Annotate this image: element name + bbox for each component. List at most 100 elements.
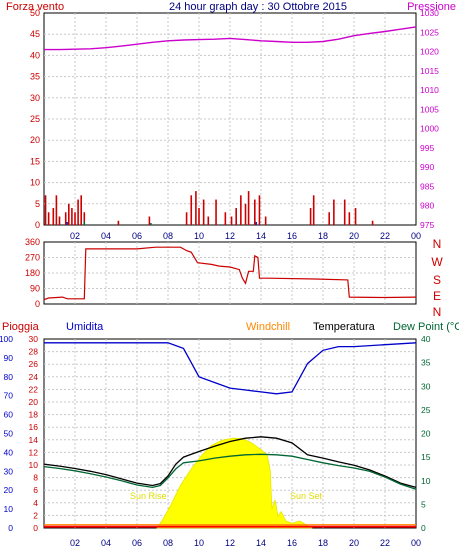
direction-tick-label: 270 <box>25 253 40 263</box>
x-tick-label-p3: 10 <box>194 538 204 548</box>
x-tick-label-p3: 04 <box>101 538 111 548</box>
wind-tick-label: 50 <box>30 8 40 18</box>
x-tick-label-p1: 10 <box>194 231 204 241</box>
direction-tick-label: 90 <box>30 284 40 294</box>
rain-tick-label: 4 <box>33 498 38 508</box>
dewpoint-label: Dew Point (°C <box>393 321 459 333</box>
pressure-tick-label: 1020 <box>420 47 439 57</box>
humidity-tick-label: 30 <box>4 466 14 476</box>
humidity-tick-label: 0 <box>8 523 13 533</box>
wind-tick-label: 0 <box>35 220 40 230</box>
pressure-tick-label: 1005 <box>420 104 439 114</box>
temperature-tick-label: 5 <box>421 499 426 509</box>
x-tick-label-p3: 08 <box>163 538 173 548</box>
wind-tick-label: 35 <box>30 72 40 82</box>
pressure-tick-label: 985 <box>420 181 434 191</box>
temperature-tick-label: 35 <box>421 358 431 368</box>
temperature-tick-label: 15 <box>421 452 431 462</box>
wind-tick-label: 30 <box>30 93 40 103</box>
wind-direction-line <box>43 246 417 301</box>
humidity-tick-label: 90 <box>4 353 14 363</box>
humidity-line <box>44 342 417 395</box>
rain-tick-label: 16 <box>29 422 39 432</box>
rain-tick-label: 14 <box>29 435 39 445</box>
x-tick-label-p1: 00 <box>411 231 421 241</box>
rain-tick-label: 6 <box>33 485 38 495</box>
temperature-tick-label: 40 <box>421 334 431 344</box>
rain-tick-label: 12 <box>29 447 39 457</box>
wind-tick-label: 40 <box>30 50 40 60</box>
x-tick-label-p3: 06 <box>132 538 142 548</box>
x-tick-label-p3: 14 <box>256 538 266 548</box>
rain-tick-label: 24 <box>29 372 39 382</box>
sunset-label: Sun Set <box>290 491 323 501</box>
x-tick-label-p3: 18 <box>318 538 328 548</box>
humidity-tick-label: 40 <box>4 447 14 457</box>
rain-tick-label: 2 <box>33 510 38 520</box>
humidity-tick-label: 20 <box>4 485 14 495</box>
wind-tick-label: 25 <box>30 114 40 124</box>
humidity-tick-label: 80 <box>4 372 14 382</box>
x-tick-label-p3: 12 <box>225 538 235 548</box>
x-tick-label-p1: 12 <box>225 231 235 241</box>
x-tick-label-p1: 02 <box>70 231 80 241</box>
temperature-tick-label: 20 <box>421 429 431 439</box>
wind-tick-label: 45 <box>30 29 40 39</box>
windchill-label: Windchill <box>246 321 290 333</box>
temperature-line <box>43 436 417 489</box>
temperature-tick-label: 30 <box>421 381 431 391</box>
pressure-tick-label: 1010 <box>420 85 439 95</box>
wind-axis-title: Forza vento <box>6 1 64 13</box>
pressure-tick-label: 1025 <box>420 27 439 37</box>
chart-title: 24 hour graph day : 30 Ottobre 2015 <box>169 1 347 13</box>
rain-tick-label: 0 <box>33 523 38 533</box>
x-tick-label-p1: 04 <box>101 231 111 241</box>
pressure-line <box>44 26 417 51</box>
pressure-tick-label: 975 <box>420 220 434 230</box>
dewpoint-line <box>43 453 417 490</box>
x-tick-label-p3: 02 <box>70 538 80 548</box>
humidity-tick-label: 50 <box>4 429 14 439</box>
humidity-tick-label: 60 <box>4 410 14 420</box>
x-tick-label-p1: 16 <box>287 231 297 241</box>
rain-label: Pioggia <box>2 321 40 333</box>
rain-tick-label: 26 <box>29 359 39 369</box>
temperature-tick-label: 25 <box>421 405 431 415</box>
pressure-tick-label: 1030 <box>420 8 439 18</box>
x-tick-label-p3: 22 <box>380 538 390 548</box>
humidity-tick-label: 100 <box>0 334 13 344</box>
compass-label-s: S <box>433 273 441 287</box>
x-tick-label-p1: 14 <box>256 231 266 241</box>
rain-tick-label: 20 <box>29 397 39 407</box>
rain-tick-label: 28 <box>29 347 39 357</box>
x-tick-label-p1: 22 <box>380 231 390 241</box>
x-tick-label-p1: 08 <box>163 231 173 241</box>
x-tick-label-p3: 20 <box>349 538 359 548</box>
x-tick-label-p1: 20 <box>349 231 359 241</box>
direction-tick-label: 0 <box>35 299 40 309</box>
temperature-label: Temperatura <box>313 321 376 333</box>
rain-tick-label: 22 <box>29 384 39 394</box>
pressure-tick-label: 1000 <box>420 124 439 134</box>
wind-tick-label: 10 <box>30 178 40 188</box>
x-tick-label-p3: 00 <box>411 538 421 548</box>
rain-tick-label: 30 <box>29 334 39 344</box>
pressure-axis-title: Pressione <box>407 1 456 13</box>
temperature-tick-label: 10 <box>421 476 431 486</box>
humidity-tick-label: 10 <box>4 504 14 514</box>
solar-area <box>156 437 313 529</box>
wind-tick-label: 20 <box>30 135 40 145</box>
compass-label-w: W <box>431 255 443 269</box>
compass-label-n-bottom: N <box>433 305 442 319</box>
rain-tick-label: 18 <box>29 410 39 420</box>
rain-tick-label: 10 <box>29 460 39 470</box>
pressure-tick-label: 1015 <box>420 66 439 76</box>
pressure-tick-label: 980 <box>420 201 434 211</box>
humidity-label: Umidita <box>66 321 104 333</box>
compass-label-n-top: N <box>433 237 442 251</box>
rain-tick-label: 8 <box>33 473 38 483</box>
sunrise-label: Sun Rise <box>130 491 167 501</box>
wind-tick-label: 15 <box>30 156 40 166</box>
direction-tick-label: 360 <box>25 237 40 247</box>
